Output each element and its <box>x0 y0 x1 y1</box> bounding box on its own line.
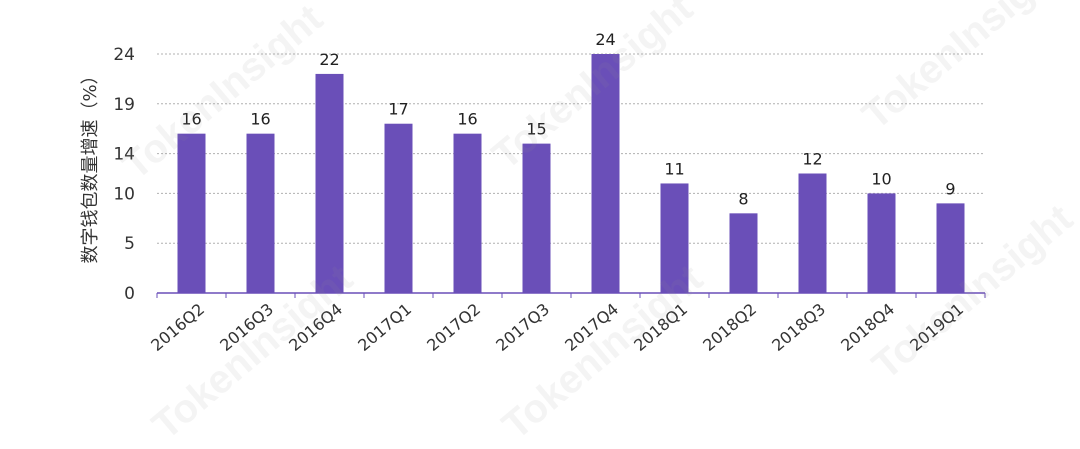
x-tick-label: 2018Q3 <box>768 300 829 355</box>
bar <box>591 54 620 293</box>
x-tick-label: 2016Q3 <box>216 300 277 355</box>
bar <box>660 183 689 293</box>
y-tick-label: 0 <box>124 284 135 304</box>
axes <box>156 292 986 298</box>
x-tick-label: 2017Q4 <box>561 300 622 355</box>
bar <box>453 133 482 293</box>
x-tick-label: 2018Q4 <box>837 300 898 355</box>
x-tick-label: 2018Q1 <box>630 300 691 355</box>
y-tick-label: 14 <box>113 145 135 165</box>
data-label: 8 <box>738 189 748 208</box>
data-label: 16 <box>250 110 270 129</box>
bar <box>522 143 551 293</box>
data-label: 9 <box>945 179 955 198</box>
x-tick-label: 2017Q3 <box>492 300 553 355</box>
bar <box>729 213 758 293</box>
x-tick-label: 2016Q2 <box>147 300 208 355</box>
data-label: 24 <box>595 30 615 49</box>
x-tick-label: 2016Q4 <box>285 300 346 355</box>
bar <box>384 123 413 293</box>
y-axis-label: 数字钱包数量增速（%） <box>80 66 101 263</box>
bar <box>936 203 965 293</box>
gridlines <box>157 53 985 244</box>
data-label: 22 <box>319 50 339 69</box>
data-label: 11 <box>664 159 684 178</box>
data-label: 10 <box>871 169 891 188</box>
bar <box>867 193 896 293</box>
data-label: 12 <box>802 150 822 169</box>
data-label: 17 <box>388 100 408 119</box>
data-label: 15 <box>526 120 546 139</box>
x-tick-labels: 2016Q2 2016Q3 2016Q4 2017Q1 2017Q2 2017Q3 2017… <box>147 300 967 355</box>
bar-chart: 16 16 22 17 16 15 24 11 8 12 10 9 0 5 10 14 19 24 2016Q2… <box>80 30 986 355</box>
x-tick-label: 2017Q2 <box>423 300 484 355</box>
bars <box>177 54 965 294</box>
x-tick-label: 2017Q1 <box>354 300 415 355</box>
x-tick-label: 2019Q1 <box>906 300 967 355</box>
y-tick-label: 24 <box>113 45 135 65</box>
y-tick-label: 10 <box>113 184 135 204</box>
y-tick-labels: 0 5 10 14 19 24 <box>113 45 135 304</box>
y-tick-label: 5 <box>124 234 135 254</box>
bar <box>246 133 275 293</box>
bar <box>315 73 344 294</box>
bar <box>177 133 206 293</box>
data-label: 16 <box>457 110 477 129</box>
data-label: 16 <box>181 110 201 129</box>
value-labels: 16 16 22 17 16 15 24 11 8 12 10 9 <box>181 30 955 208</box>
bar <box>798 173 827 293</box>
x-tick-label: 2018Q2 <box>699 300 760 355</box>
y-tick-label: 19 <box>113 95 135 115</box>
